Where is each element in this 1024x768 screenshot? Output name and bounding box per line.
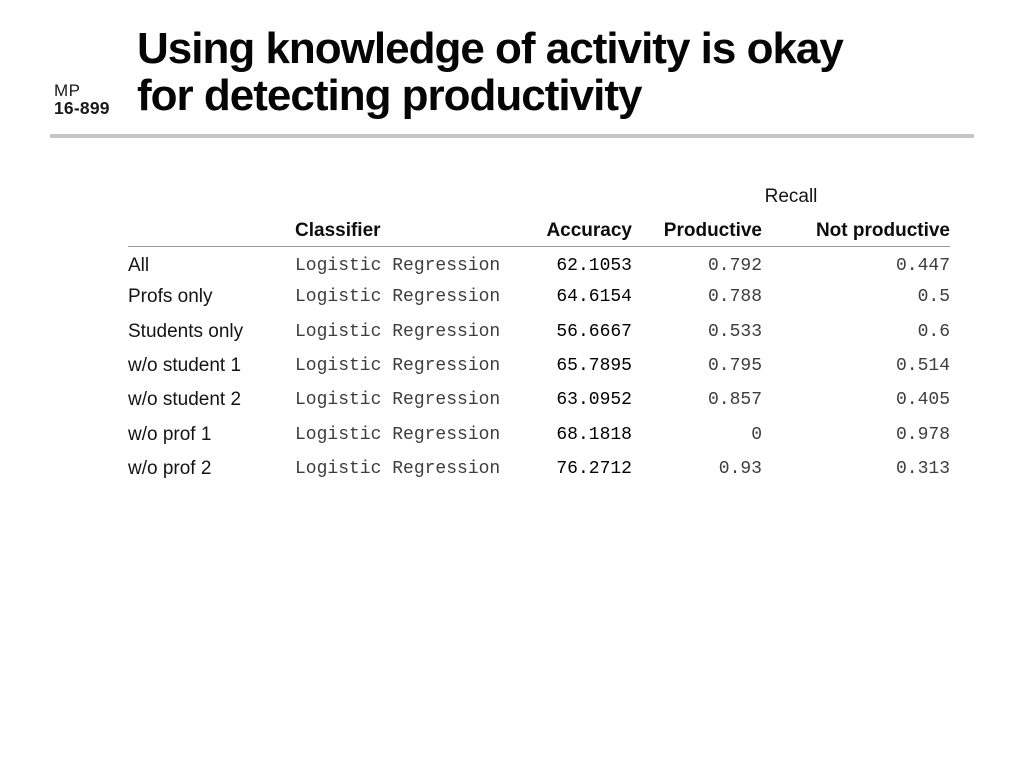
cell-classifier: Logistic Regression xyxy=(295,424,501,445)
results-table: Recall Classifier Accuracy Productive No… xyxy=(128,178,950,486)
slide-title-line-2: for detecting productivity xyxy=(137,71,642,120)
table-row: All Logistic Regression 62.1053 0.792 0.… xyxy=(128,246,950,280)
column-header-accuracy: Accuracy xyxy=(540,216,632,247)
cell-recall-productive: 0 xyxy=(751,424,762,445)
recall-group-header: Recall xyxy=(764,186,818,207)
cell-recall-not-productive: 0.5 xyxy=(917,287,950,308)
table-row: w/o prof 2 Logistic Regression 76.2712 0… xyxy=(128,452,950,486)
table-row: w/o student 2 Logistic Regression 63.095… xyxy=(128,383,950,417)
row-label: w/o prof 2 xyxy=(128,458,212,480)
cell-recall-productive: 0.792 xyxy=(707,255,762,276)
cell-recall-productive: 0.795 xyxy=(707,356,762,377)
course-badge: MP 16-899 xyxy=(54,82,110,118)
slide-title: Using knowledge of activity is okay for … xyxy=(137,24,844,120)
cell-accuracy: 56.6667 xyxy=(556,321,632,342)
column-header-empty xyxy=(128,216,295,247)
cell-accuracy: 65.7895 xyxy=(556,356,632,377)
table-row: w/o student 1 Logistic Regression 65.789… xyxy=(128,349,950,383)
column-header-row: Classifier Accuracy Productive Not produ… xyxy=(128,216,950,247)
table-row: Profs only Logistic Regression 64.6154 0… xyxy=(128,280,950,314)
cell-classifier: Logistic Regression xyxy=(295,255,501,276)
recall-header-spacer xyxy=(128,178,632,216)
cell-recall-not-productive: 0.447 xyxy=(895,255,950,276)
cell-accuracy: 64.6154 xyxy=(556,287,632,308)
title-divider-rule xyxy=(50,134,974,138)
row-label: All xyxy=(128,254,150,276)
cell-classifier: Logistic Regression xyxy=(295,287,501,308)
column-header-not-productive: Not productive xyxy=(762,216,950,247)
row-label: w/o student 2 xyxy=(128,389,242,411)
cell-recall-not-productive: 0.514 xyxy=(895,356,950,377)
table-row: w/o prof 1 Logistic Regression 68.1818 0… xyxy=(128,418,950,452)
course-badge-prefix: MP xyxy=(54,81,81,100)
column-header-productive: Productive xyxy=(632,216,762,247)
column-header-classifier: Classifier xyxy=(295,216,540,247)
cell-classifier: Logistic Regression xyxy=(295,459,501,480)
course-number: 16-899 xyxy=(54,98,110,118)
row-label: Students only xyxy=(128,320,244,342)
cell-recall-productive: 0.788 xyxy=(707,287,762,308)
cell-recall-not-productive: 0.405 xyxy=(895,390,950,411)
cell-accuracy: 63.0952 xyxy=(556,390,632,411)
cell-recall-not-productive: 0.978 xyxy=(895,424,950,445)
cell-recall-productive: 0.533 xyxy=(707,321,762,342)
cell-recall-not-productive: 0.6 xyxy=(917,321,950,342)
cell-classifier: Logistic Regression xyxy=(295,390,501,411)
cell-accuracy: 76.2712 xyxy=(556,459,632,480)
cell-accuracy: 62.1053 xyxy=(556,255,632,276)
table-row: Students only Logistic Regression 56.666… xyxy=(128,315,950,349)
cell-classifier: Logistic Regression xyxy=(295,356,501,377)
cell-classifier: Logistic Regression xyxy=(295,321,501,342)
slide-title-line-1: Using knowledge of activity is okay xyxy=(137,24,844,73)
cell-recall-not-productive: 0.313 xyxy=(895,459,950,480)
row-label: Profs only xyxy=(128,286,213,308)
cell-recall-productive: 0.857 xyxy=(707,390,762,411)
cell-recall-productive: 0.93 xyxy=(718,459,762,480)
row-label: w/o student 1 xyxy=(128,355,242,377)
row-label: w/o prof 1 xyxy=(128,423,212,445)
cell-accuracy: 68.1818 xyxy=(556,424,632,445)
recall-group-header-row: Recall xyxy=(128,178,950,216)
